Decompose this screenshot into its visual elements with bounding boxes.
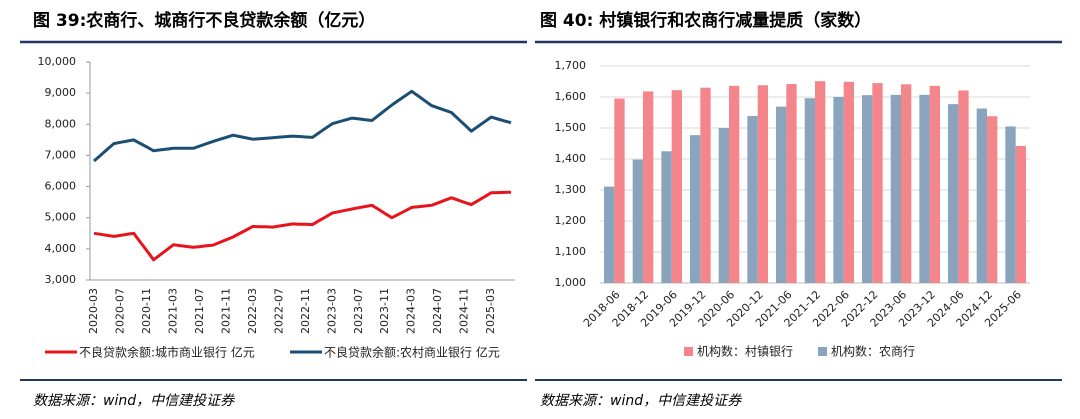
- y-tick-label: 3,000: [45, 273, 77, 286]
- bar: [614, 98, 625, 283]
- y-tick-label: 4,000: [45, 242, 77, 255]
- chart-title: 图 39:农商行、城商行不良贷款余额（亿元）: [33, 10, 375, 31]
- bar: [776, 106, 787, 283]
- x-tick-label: 2024-03: [405, 288, 418, 334]
- bar: [901, 84, 912, 283]
- y-tick-label: 1,400: [555, 152, 587, 165]
- bar: [987, 116, 998, 283]
- bar: [862, 95, 873, 283]
- x-tick-label: 2023-11: [378, 288, 391, 334]
- bar: [690, 135, 701, 283]
- bar: [929, 85, 940, 283]
- x-tick-label: 2020-07: [113, 288, 126, 334]
- y-tick-label: 9,000: [45, 86, 77, 99]
- y-tick-label: 1,500: [555, 121, 587, 134]
- x-tick-label: 2023-03: [325, 288, 338, 334]
- bar: [718, 128, 729, 283]
- bar: [729, 85, 740, 283]
- x-tick-label: 2021-07: [193, 288, 206, 334]
- y-tick-label: 1,300: [555, 183, 587, 196]
- bar: [843, 81, 854, 283]
- legend-label: 机构数：村镇银行: [697, 344, 793, 359]
- y-tick-label: 10,000: [38, 55, 77, 68]
- legend-label: 不良贷款余额:城市商业银行 亿元: [79, 345, 255, 360]
- x-tick-label: 2022-11: [299, 288, 312, 334]
- y-tick-label: 1,700: [555, 59, 587, 72]
- y-tick-label: 1,200: [555, 214, 587, 227]
- y-tick-label: 8,000: [45, 117, 77, 130]
- bar: [757, 85, 768, 283]
- bar: [890, 94, 901, 283]
- y-tick-label: 1,100: [555, 245, 587, 258]
- source: 数据来源：wind，中信建投证券: [33, 393, 235, 409]
- bar: [786, 83, 797, 283]
- legend-label: 不良贷款余额:农村商业银行 亿元: [324, 345, 500, 360]
- bar: [604, 186, 615, 283]
- bar: [948, 104, 959, 283]
- bar: [958, 90, 969, 284]
- y-tick-label: 5,000: [45, 211, 77, 224]
- bar: [632, 159, 643, 283]
- legend-label: 机构数：农商行: [831, 344, 915, 359]
- x-tick-label: 2024-11: [458, 288, 471, 334]
- bar: [643, 91, 654, 283]
- y-tick-label: 7,000: [45, 148, 77, 161]
- bar: [872, 83, 883, 283]
- legend-swatch: [684, 347, 693, 356]
- x-tick-label: 2024-07: [431, 288, 444, 334]
- x-tick-label: 2022-03: [246, 288, 259, 334]
- x-tick-label: 2022-07: [272, 288, 285, 334]
- x-tick-label: 2020-03: [87, 288, 100, 334]
- bar: [1015, 145, 1026, 283]
- bar: [1005, 126, 1016, 283]
- bar: [804, 98, 815, 284]
- bar: [976, 108, 987, 283]
- bar: [700, 87, 711, 283]
- bar: [671, 90, 682, 284]
- x-tick-label: 2021-11: [219, 288, 232, 334]
- source: 数据来源：wind，中信建投证券: [540, 393, 742, 409]
- bar: [661, 151, 672, 283]
- bar: [815, 81, 826, 283]
- line: [93, 190, 512, 262]
- bar: [833, 97, 844, 283]
- bar: [919, 94, 930, 283]
- y-tick-label: 1,000: [555, 276, 587, 289]
- bar: [747, 115, 758, 283]
- y-tick-label: 1,600: [555, 90, 587, 103]
- legend-swatch: [818, 347, 827, 356]
- x-tick-label: 2020-11: [140, 288, 153, 334]
- y-tick-label: 6,000: [45, 180, 77, 193]
- x-tick-label: 2025-03: [484, 288, 497, 334]
- x-tick-label: 2023-07: [352, 288, 365, 334]
- line: [93, 89, 512, 163]
- x-tick-label: 2021-03: [166, 288, 179, 334]
- chart-title: 图 40: 村镇银行和农商行减量提质（家数）: [540, 10, 871, 31]
